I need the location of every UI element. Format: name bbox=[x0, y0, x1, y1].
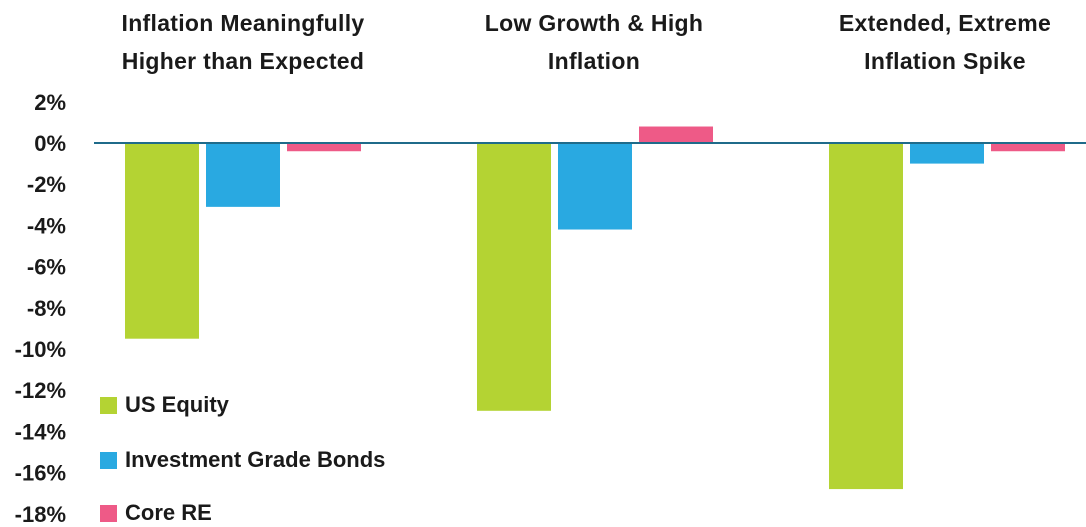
y-tick-label: -10% bbox=[15, 337, 66, 362]
bar-us-equity-group-2 bbox=[477, 143, 551, 411]
bars bbox=[125, 126, 1065, 490]
y-tick-label: -16% bbox=[15, 461, 66, 486]
legend-swatch-us-equity bbox=[100, 396, 117, 414]
y-tick-label: -6% bbox=[27, 255, 66, 280]
bar-investment-grade-bonds-group-3 bbox=[910, 143, 984, 164]
group-title-3: Inflation Spike bbox=[864, 48, 1026, 74]
legend-label-investment-grade-bonds: Investment Grade Bonds bbox=[125, 447, 386, 472]
y-tick-label: -8% bbox=[27, 296, 66, 321]
y-tick-label: 0% bbox=[34, 131, 66, 156]
legend-item-core-re: Core RE bbox=[100, 500, 212, 526]
y-tick-label: -4% bbox=[27, 213, 66, 238]
legend-swatch-investment-grade-bonds bbox=[100, 451, 117, 469]
y-tick-label: -14% bbox=[15, 419, 66, 444]
group-title-3: Extended, Extreme bbox=[839, 10, 1051, 36]
bar-core-re-group-2 bbox=[639, 126, 713, 143]
bar-investment-grade-bonds-group-2 bbox=[558, 143, 632, 230]
legend-label-core-re: Core RE bbox=[125, 500, 212, 525]
bar-us-equity-group-1 bbox=[125, 143, 199, 339]
bar-us-equity-group-3 bbox=[829, 143, 903, 490]
group-title-1: Higher than Expected bbox=[122, 48, 364, 74]
y-axis-ticks: 2% 0% -2% -4% -6% -8% -10% -12% -14% -16% -18% bbox=[15, 90, 66, 527]
legend-swatch-core-re bbox=[100, 504, 117, 522]
group-title-2: Inflation bbox=[548, 48, 640, 74]
bar-core-re-group-1 bbox=[287, 143, 361, 152]
legend-label-us-equity: US Equity bbox=[125, 392, 229, 417]
y-tick-label: 2% bbox=[34, 90, 66, 115]
legend-item-investment-grade-bonds: Investment Grade Bonds bbox=[100, 447, 385, 473]
legend-item-us-equity: US Equity bbox=[100, 392, 229, 418]
bar-investment-grade-bonds-group-1 bbox=[206, 143, 280, 207]
group-title-2: Low Growth & High bbox=[485, 10, 703, 36]
group-titles: Inflation Meaningfully Higher than Expect… bbox=[122, 10, 1051, 74]
y-tick-label: -2% bbox=[27, 172, 66, 197]
bar-core-re-group-3 bbox=[991, 143, 1065, 152]
y-tick-label: -12% bbox=[15, 378, 66, 403]
group-title-1: Inflation Meaningfully bbox=[122, 10, 365, 36]
y-tick-label: -18% bbox=[15, 502, 66, 527]
